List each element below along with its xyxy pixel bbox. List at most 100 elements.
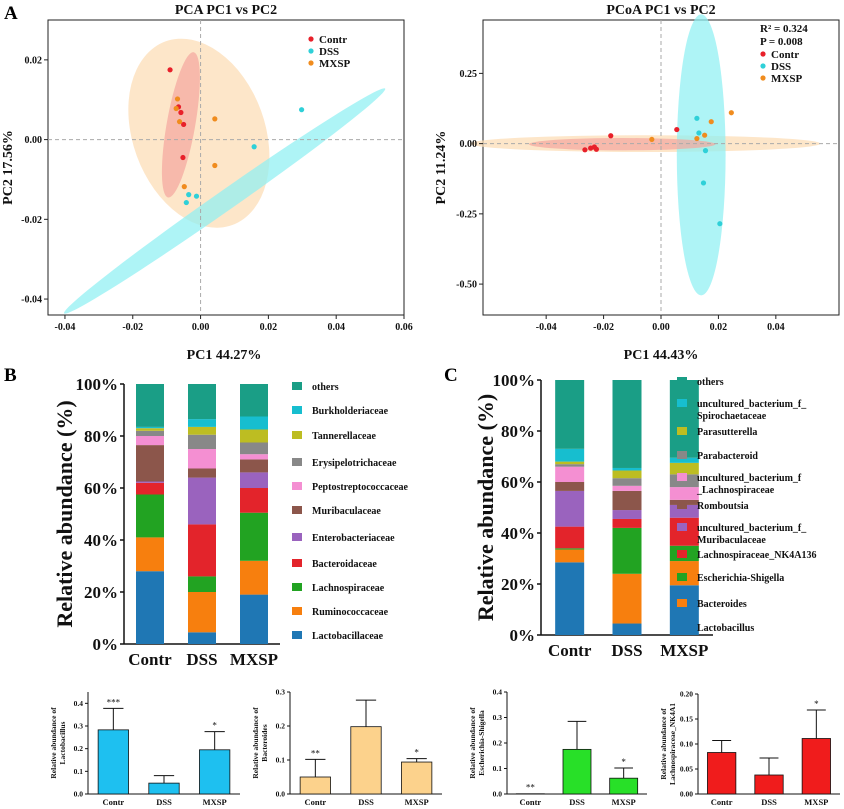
stack-family-bar-segment <box>188 384 216 420</box>
stack-genus-bar-segment <box>669 517 699 546</box>
stack-family-y-tick-label: 80% <box>84 427 118 446</box>
stack-family-legend-label: Erysipelotrichaceae <box>312 458 397 469</box>
bar-lactobacillus-category-label: MXSP <box>203 797 227 807</box>
stack-family-y-tick-label: 40% <box>84 531 118 550</box>
stack-family-bar-segment <box>240 384 268 417</box>
bar-escherichia-significance: ** <box>526 783 536 793</box>
pcoa-stat-0: R² = 0.324 <box>760 23 808 35</box>
pcoa-x-label: PC1 44.43% <box>624 348 699 363</box>
pca-legend-marker-dss <box>308 48 314 54</box>
bar-bacteroides-bar <box>350 726 382 795</box>
pca-plot-frame <box>47 19 405 316</box>
bar-bacteroides-y-tick-label: 0.1 <box>276 756 286 765</box>
pca-x-tick-label: 0.04 <box>327 322 345 333</box>
pca-y-tick-label: -0.02 <box>21 215 42 226</box>
chart-root: -0.04 -0.02 0.00 0.02 0.04 0.06 0.02 0.00 -0.02 -… <box>1 3 840 807</box>
pca-y-tick-label: 0.02 <box>25 55 43 66</box>
pca-point-dss <box>186 192 192 198</box>
stack-genus-legend-label: Parasutterella <box>697 427 757 438</box>
pca-point-contr <box>180 154 186 161</box>
stack-genus-legend-label: Lachnospiraceae_NK4A136 <box>697 550 816 561</box>
pcoa-legend-marker-contr <box>760 51 766 57</box>
stack-genus-y-tick-label: 40% <box>501 524 535 543</box>
stack-genus-bar-segment <box>612 485 642 491</box>
stack-family-legend-label: Burkholderiaceae <box>312 406 389 417</box>
stack-genus-legend-label: uncultured_bacterium_f_ Muribaculaceae <box>697 523 807 546</box>
pca-x-tick-label: 0.06 <box>395 322 413 333</box>
stack-genus-bar-segment <box>612 478 642 486</box>
stack-genus-bar-segment <box>555 482 585 491</box>
pcoa-y-label: PC2 11.24% <box>434 131 449 205</box>
pcoa-point-dss <box>717 221 723 227</box>
bar-lactobacillus-category-label: Contr <box>102 797 124 807</box>
stack-genus-bar-segment <box>555 490 585 527</box>
stack-family-bar-segment <box>240 594 268 644</box>
pcoa-point-mxsp <box>694 135 700 142</box>
pcoa-ellipse-contr <box>528 138 716 151</box>
bar-bacteroides-category-label: DSS <box>358 797 374 807</box>
stack-genus-legend-label: Bacteroides <box>697 599 747 610</box>
stack-family-legend-label: Muribaculaceae <box>312 506 381 517</box>
bar-escherichia-category-label: MXSP <box>612 797 636 807</box>
bar-bacteroides-y-tick-label: 0.0 <box>276 790 286 799</box>
stack-family-bar-segment <box>240 416 268 430</box>
bar-lachnospiraceae-significance: * <box>814 699 819 709</box>
stack-genus-bar-segment <box>555 548 585 550</box>
stack-genus-bar-segment <box>612 510 642 519</box>
bar-escherichia-y-tick-label: 0.3 <box>493 713 503 722</box>
bar-escherichia-significance: * <box>621 757 626 767</box>
stack-genus-y-tick-label: 20% <box>501 575 535 594</box>
stack-genus-legend-swatch <box>677 377 687 385</box>
pcoa-point-contr <box>608 133 614 139</box>
bar-bacteroides-significance: * <box>414 748 419 758</box>
stack-genus-bar-segment <box>555 464 585 467</box>
bar-escherichia-y-tick-label: 0.4 <box>493 688 503 697</box>
stack-genus-bar-segment <box>612 623 642 635</box>
stack-family-bar-segment <box>136 384 164 427</box>
pca-x-tick-label: -0.04 <box>55 322 76 333</box>
stack-family-legend-label: Lachnospiraceae <box>312 583 385 594</box>
pca-point-contr <box>178 109 184 116</box>
stack-genus-bar-segment <box>612 380 642 468</box>
pca-y-label: PC2 17.56% <box>1 130 16 205</box>
pcoa-point-mxsp <box>649 136 655 143</box>
pcoa-y-tick-label: -0.50 <box>456 280 477 291</box>
pcoa-point-contr <box>674 126 680 133</box>
pca-point-dss <box>299 107 305 113</box>
pcoa-point-dss <box>694 115 700 121</box>
pca-point-mxsp <box>212 116 218 122</box>
stack-genus-y-tick-label: 0% <box>510 626 536 645</box>
pca-point-mxsp <box>174 96 181 102</box>
pcoa-x-tick-label: 0.02 <box>710 322 728 333</box>
pca-point-dss <box>183 199 189 206</box>
stack-family-bar-segment <box>240 454 268 460</box>
stack-genus-legend-swatch <box>677 599 687 607</box>
stack-genus-category-label: DSS <box>611 641 642 660</box>
stack-genus-bar-segment <box>612 527 642 574</box>
pca-legend-label-dss: DSS <box>319 46 339 58</box>
stack-genus-legend-swatch <box>677 573 687 581</box>
pca-legend-marker-mxsp <box>308 60 314 66</box>
bar-escherichia-category-label: Contr <box>519 797 541 807</box>
pcoa-point-mxsp <box>708 119 714 125</box>
bar-bacteroides-significance: ** <box>311 748 321 758</box>
bar-escherichia-category-label: DSS <box>569 797 585 807</box>
pcoa-legend-label-dss: DSS <box>771 61 791 73</box>
bar-lactobacillus-bar <box>97 729 129 795</box>
bar-lachnospiraceae-y-tick-label: 0.15 <box>680 715 693 724</box>
bar-lactobacillus-y-tick-label: 0.3 <box>74 722 84 731</box>
stack-family-legend-label: Ruminococcaceae <box>312 607 389 618</box>
stack-genus-y-label: Relative abundance (%) <box>473 394 498 621</box>
pcoa-point-contr <box>593 146 600 152</box>
pcoa-y-tick-label: 0.00 <box>460 139 478 150</box>
stack-genus-bar-segment <box>612 573 642 624</box>
stack-genus-legend-label: Escherichia-Shigella <box>697 573 784 584</box>
pcoa-point-mxsp <box>702 132 708 138</box>
pcoa-point-mxsp <box>728 110 734 116</box>
bar-lactobacillus-y-tick-label: 0.2 <box>74 744 84 753</box>
stack-genus-bar-segment <box>555 448 585 462</box>
stack-genus-bar-segment <box>555 466 585 482</box>
stack-family-category-label: Contr <box>128 650 172 669</box>
bar-bacteroides-y-tick-label: 0.2 <box>276 722 286 731</box>
stack-family-bar-segment <box>188 477 216 525</box>
